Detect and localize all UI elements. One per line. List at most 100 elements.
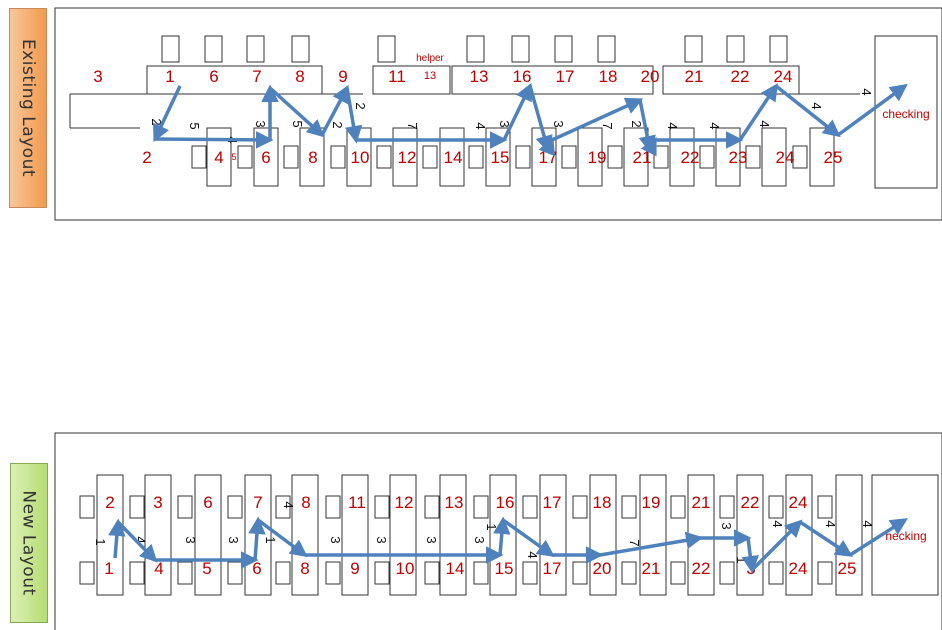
distance-label: 4 bbox=[665, 122, 680, 129]
existing-flow-arrow bbox=[154, 131, 274, 149]
chair bbox=[79, 495, 95, 519]
chair bbox=[374, 561, 390, 585]
distance-label: 3 bbox=[551, 120, 566, 127]
top-workstation bbox=[451, 65, 654, 95]
bottom-workstation bbox=[206, 127, 232, 187]
chair bbox=[726, 35, 745, 63]
station-label: 10 bbox=[396, 559, 415, 578]
station-label: 15 bbox=[495, 559, 514, 578]
new-workstation bbox=[835, 474, 863, 596]
new-flow-arrow bbox=[256, 518, 308, 558]
chair bbox=[719, 561, 735, 585]
chair bbox=[670, 495, 686, 519]
station-label: 21 bbox=[692, 493, 711, 512]
distance-label: 4 bbox=[133, 536, 148, 543]
distance-label: 4 bbox=[809, 102, 824, 109]
existing-flow-arrow bbox=[836, 83, 908, 137]
station-label: 22 bbox=[741, 493, 760, 512]
chair bbox=[330, 145, 346, 169]
station-label: 8 bbox=[300, 559, 309, 578]
station-label: 2 bbox=[142, 148, 151, 167]
station-label: checking bbox=[882, 107, 929, 121]
station-label: 5 bbox=[202, 559, 211, 578]
new-workstation bbox=[489, 474, 517, 596]
distance-label: 3 bbox=[719, 522, 734, 529]
station-label: 25 bbox=[824, 148, 843, 167]
chair bbox=[621, 561, 637, 585]
station-label: 16 bbox=[496, 493, 515, 512]
chair bbox=[291, 35, 310, 63]
distance-label: 3 bbox=[183, 536, 198, 543]
chair bbox=[768, 495, 784, 519]
chair bbox=[129, 495, 145, 519]
station-label: helper bbox=[416, 53, 444, 64]
station-label: 18 bbox=[599, 67, 618, 86]
existing-flow-arrow bbox=[528, 85, 553, 154]
chair bbox=[522, 561, 538, 585]
distance-label: 4 bbox=[859, 88, 874, 95]
chair bbox=[177, 495, 193, 519]
chair bbox=[522, 495, 538, 519]
new-flow-arrow bbox=[116, 520, 158, 563]
bottom-workstation bbox=[253, 127, 279, 187]
chair bbox=[376, 145, 392, 169]
bottom-workstation bbox=[715, 127, 741, 187]
new-workstation bbox=[244, 474, 272, 596]
chair bbox=[699, 145, 715, 169]
existing-flow-arrow bbox=[640, 136, 657, 157]
distance-label: 3 bbox=[497, 120, 512, 127]
existing-flow-arrow bbox=[738, 83, 778, 141]
distance-label: 4 bbox=[281, 501, 296, 508]
checking-station bbox=[874, 35, 938, 189]
distance-label: 2 bbox=[149, 118, 164, 125]
station-label: 24 bbox=[776, 148, 795, 167]
chair bbox=[769, 35, 788, 63]
chair bbox=[161, 35, 180, 63]
new-flow-arrow bbox=[741, 537, 759, 574]
new-workstation bbox=[144, 474, 172, 596]
new-flow-arrow bbox=[849, 518, 908, 557]
chair bbox=[227, 495, 243, 519]
top-workstation bbox=[146, 65, 323, 95]
distance-label: 2 bbox=[330, 121, 345, 128]
distance-label: 4 bbox=[823, 520, 838, 527]
station-label: 14 bbox=[446, 559, 465, 578]
station-label: 6 bbox=[203, 493, 212, 512]
chair bbox=[424, 561, 440, 585]
chair bbox=[511, 35, 530, 63]
chair bbox=[473, 495, 489, 519]
station-label: 1 bbox=[104, 559, 113, 578]
new-workstation bbox=[589, 474, 617, 596]
bottom-workstation bbox=[761, 127, 787, 187]
top-workstation bbox=[662, 65, 800, 95]
new-flow-arrow bbox=[799, 520, 853, 557]
distance-label: 3 bbox=[374, 536, 389, 543]
chair bbox=[561, 145, 577, 169]
station-label: 19 bbox=[588, 148, 607, 167]
chair bbox=[719, 495, 735, 519]
new-flow-arrow bbox=[108, 518, 126, 559]
station-label: 19 bbox=[642, 493, 661, 512]
station-label: 13 bbox=[470, 67, 489, 86]
station-label: 22 bbox=[731, 67, 750, 86]
distance-label: 1 bbox=[93, 538, 108, 545]
station-label: 11 bbox=[348, 493, 366, 512]
station-label: 13 bbox=[424, 70, 436, 82]
new-workstation bbox=[439, 474, 467, 596]
station-label: 20 bbox=[593, 559, 612, 578]
distance-label: 2 bbox=[353, 102, 368, 109]
station-label: 17 bbox=[556, 67, 575, 86]
chair bbox=[745, 145, 761, 169]
station-label: 5 bbox=[231, 152, 236, 162]
distance-label: 3 bbox=[253, 120, 268, 127]
distance-label: 4 bbox=[770, 520, 785, 527]
existing-flow-arrow bbox=[344, 87, 363, 144]
chair bbox=[422, 145, 438, 169]
new-workstation bbox=[194, 474, 222, 596]
chair bbox=[607, 145, 623, 169]
top-workstation bbox=[372, 65, 451, 95]
chair bbox=[768, 561, 784, 585]
chair bbox=[515, 145, 531, 169]
station-label: 3 bbox=[153, 493, 162, 512]
distance-label: 7 bbox=[600, 122, 615, 129]
